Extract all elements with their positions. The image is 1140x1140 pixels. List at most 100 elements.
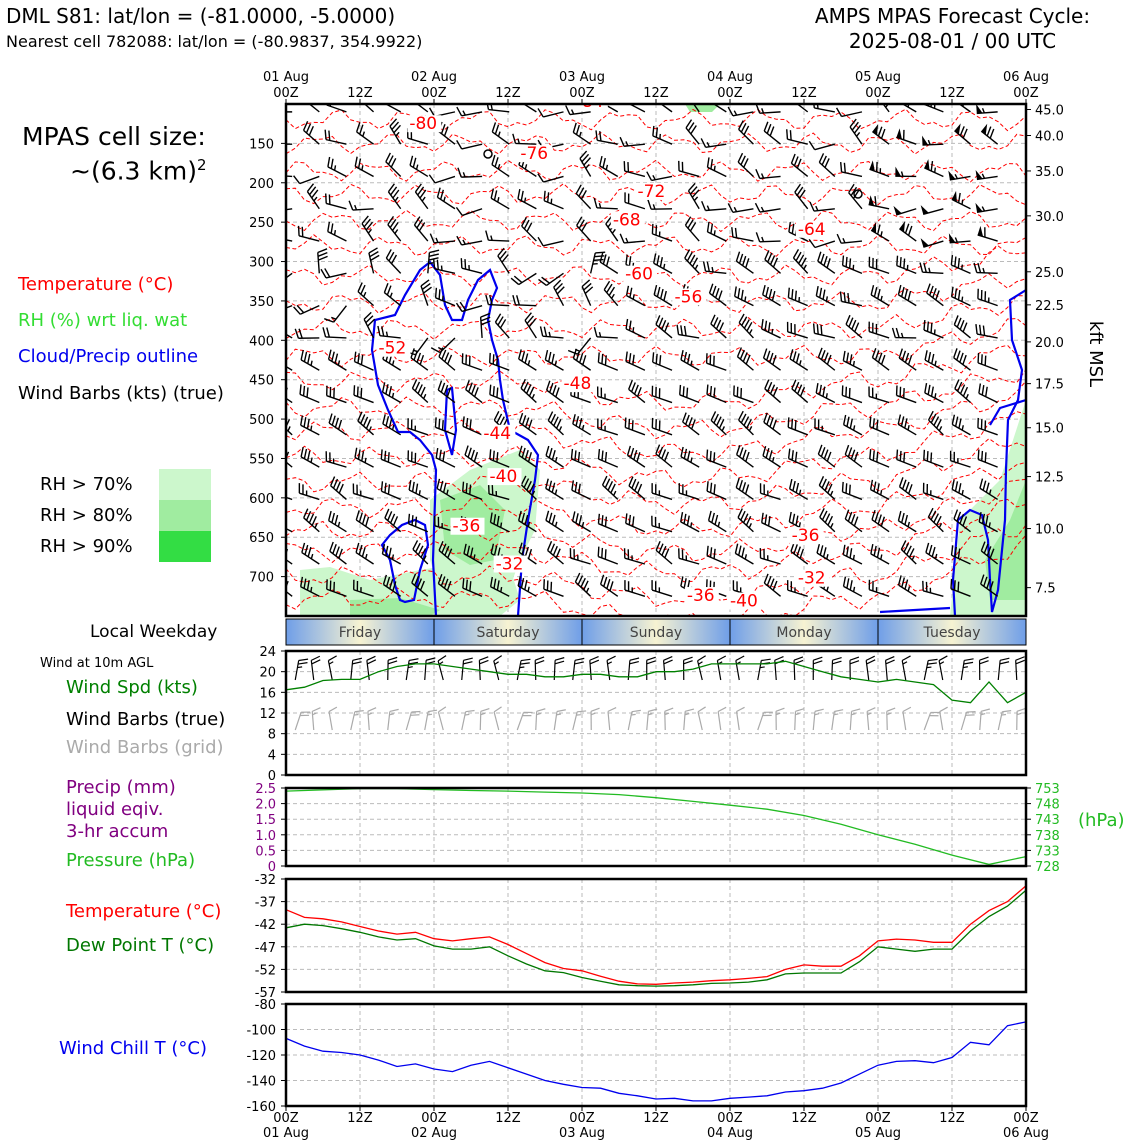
wind-barb-flag [769, 384, 776, 395]
wind-barb-flag [771, 290, 776, 301]
wind-barb-flag [687, 182, 696, 192]
wind-barb-flag [962, 386, 969, 397]
wind-barb-flag [956, 317, 962, 328]
wind-barb-flag [497, 247, 505, 257]
wind-barb-flag [386, 285, 392, 296]
wind-barb-half [423, 555, 427, 561]
wind-barb-flag [706, 481, 709, 492]
wind-barb [735, 711, 740, 731]
wind-barb-flag [300, 350, 304, 361]
wind-barb-flag [904, 481, 910, 492]
weekday-name: Monday [776, 625, 831, 641]
wind-barb-flag [334, 353, 339, 364]
wind-barb-flag [634, 481, 640, 492]
wind-barb-flag [303, 351, 308, 362]
wind-barb-flag [556, 709, 566, 713]
wind-barb-half [981, 107, 986, 114]
wind-barb-flag [510, 277, 520, 286]
wind-barb-half [880, 295, 883, 301]
wind-barb-flag [655, 315, 661, 325]
wind-barb-flag [792, 249, 800, 259]
wind-barb-flag [521, 415, 527, 426]
wind-barb-flag [692, 257, 699, 267]
station-title: DML S81: lat/lon = (-81.0000, -5.0000) [6, 4, 396, 28]
wind-barb-flag [390, 186, 398, 196]
wind-barb-half [934, 167, 937, 173]
wind-barb-flag [577, 451, 581, 462]
panel-ytick-label: 12 [259, 707, 276, 722]
wind-barb-flag [737, 152, 744, 163]
weekday-cell [877, 618, 1027, 646]
wind-barb-flag [630, 447, 635, 458]
wind-barb-flag [387, 155, 394, 165]
wind-barb-flag [311, 655, 321, 661]
temperature-contour [286, 131, 1026, 155]
wind-barb-flag [465, 579, 468, 590]
wind-barb-flag [518, 412, 524, 423]
wind-barb-flag [382, 414, 386, 425]
wind-barb-half [527, 586, 530, 592]
pressure-unit: (hPa) [1078, 810, 1125, 831]
wind-barb-half [310, 586, 313, 593]
wind-barb-half [760, 173, 765, 179]
wind-barb-flag [303, 578, 307, 589]
wind-barb-half [826, 554, 829, 560]
ua-y2tick-label: 25.0 [1035, 266, 1064, 281]
legend-temperature: Temperature (°C) [18, 274, 174, 295]
wind-barb-flag [772, 355, 777, 365]
wind-barb-flag [789, 130, 792, 141]
wind-barb-half [554, 360, 558, 366]
wind-barb-flag [664, 707, 674, 712]
wind-barb-flag [646, 171, 653, 181]
wind-barb-flag [851, 121, 859, 131]
wind-barb-half [886, 712, 892, 716]
wind-barbs-true-label: Wind Barbs (true) [66, 709, 226, 730]
temperature-contour [286, 461, 1026, 538]
wind-barb-flag [354, 710, 364, 713]
wind-barb-half [833, 713, 839, 716]
cloud-outline-4 [951, 289, 1026, 616]
wind-barb-flag [951, 479, 955, 490]
wind-barb-flag [978, 324, 982, 335]
pressure-tick-label: 738 [1035, 829, 1060, 844]
wind-barb-flag [849, 354, 853, 365]
wind-barb-flag [744, 484, 750, 495]
wind-barb-flag [957, 381, 963, 392]
wind-barb-flag [523, 219, 530, 230]
wind-barb-flag [768, 450, 773, 461]
wind-barb-flag [330, 476, 336, 487]
wind-barb [308, 104, 320, 113]
wind-barb-pennant [976, 104, 983, 114]
wind-barb-flag [384, 450, 387, 461]
wind-barb-flag [985, 482, 990, 493]
wind-barb-flag [547, 411, 554, 421]
wind-barb-flag [819, 287, 823, 298]
wind-barb-flag [717, 655, 727, 662]
wind-barb-half [1001, 713, 1007, 716]
wind-barb-flag [356, 386, 359, 397]
wind-barb-half [333, 165, 337, 171]
wind-barb-flag [689, 186, 698, 195]
wind-barb-half [464, 713, 470, 716]
bottom-time-hour: 00Z [865, 1111, 891, 1126]
wind-barb-flag [360, 354, 364, 365]
wind-barb-half [554, 521, 558, 527]
wind-barb-flag [589, 659, 600, 665]
top-time-hour: 00Z [273, 86, 299, 101]
wind-barb-flag [848, 258, 852, 269]
wind-barb [493, 711, 500, 731]
wind-barb-flag [734, 543, 739, 554]
wind-barb [286, 558, 293, 565]
wind-barb-half [598, 203, 602, 209]
wind-barb-flag [929, 285, 934, 296]
wind-barb-pennant [954, 123, 961, 135]
wind-barb-flag [908, 548, 915, 558]
wind-barb-flag [417, 104, 418, 105]
wind-barb-flag [473, 387, 479, 397]
wind-barb-flag [788, 478, 793, 490]
wind-barb-flag [986, 546, 992, 556]
wind-barb-flag [924, 382, 928, 394]
wind-barb-half [664, 712, 670, 716]
wind-barb-flag [792, 351, 797, 362]
wind-barb-flag [322, 327, 327, 338]
